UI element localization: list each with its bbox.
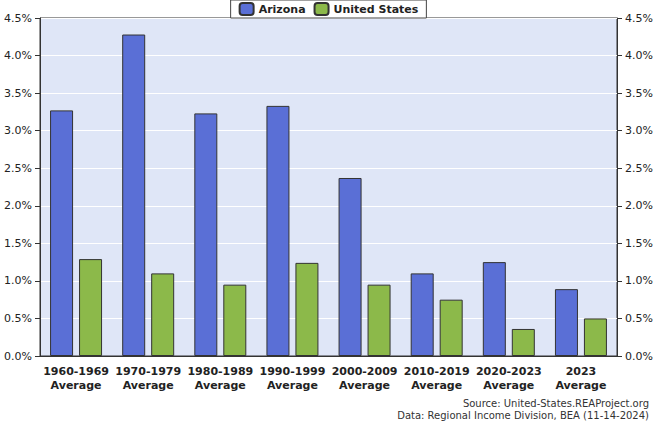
svg-text:2010-2019: 2010-2019 xyxy=(404,365,470,378)
svg-text:Data: Regional Income Division: Data: Regional Income Division, BEA (11-… xyxy=(397,410,649,421)
svg-text:4.5%: 4.5% xyxy=(625,12,653,25)
svg-text:1.5%: 1.5% xyxy=(625,237,653,250)
svg-text:1970-1979: 1970-1979 xyxy=(115,365,181,378)
svg-text:1960-1969: 1960-1969 xyxy=(43,365,109,378)
svg-text:3.5%: 3.5% xyxy=(625,87,653,100)
svg-text:Average: Average xyxy=(195,379,246,392)
svg-text:2000-2009: 2000-2009 xyxy=(332,365,398,378)
svg-text:4.5%: 4.5% xyxy=(4,12,32,25)
svg-text:2.0%: 2.0% xyxy=(625,199,653,212)
svg-text:2.5%: 2.5% xyxy=(4,162,32,175)
svg-text:3.0%: 3.0% xyxy=(625,124,653,137)
svg-text:Average: Average xyxy=(483,379,534,392)
svg-text:Average: Average xyxy=(123,379,174,392)
svg-text:0.5%: 0.5% xyxy=(4,312,32,325)
svg-text:Average: Average xyxy=(339,379,390,392)
svg-text:2.5%: 2.5% xyxy=(625,162,653,175)
svg-text:1990-1999: 1990-1999 xyxy=(260,365,326,378)
svg-text:2.0%: 2.0% xyxy=(4,199,32,212)
svg-text:1.5%: 1.5% xyxy=(4,237,32,250)
svg-text:Average: Average xyxy=(51,379,102,392)
svg-text:0.0%: 0.0% xyxy=(4,350,32,363)
svg-text:4.0%: 4.0% xyxy=(4,49,32,62)
svg-text:1980-1989: 1980-1989 xyxy=(187,365,253,378)
svg-text:Source: United-States.REAProje: Source: United-States.REAProject.org xyxy=(463,398,649,409)
svg-text:Average: Average xyxy=(411,379,462,392)
svg-text:United States: United States xyxy=(334,3,419,16)
svg-text:3.5%: 3.5% xyxy=(4,87,32,100)
svg-text:0.0%: 0.0% xyxy=(625,350,653,363)
svg-text:1.0%: 1.0% xyxy=(625,274,653,287)
svg-text:3.0%: 3.0% xyxy=(4,124,32,137)
svg-text:1.0%: 1.0% xyxy=(4,274,32,287)
svg-text:4.0%: 4.0% xyxy=(625,49,653,62)
svg-text:0.5%: 0.5% xyxy=(625,312,653,325)
svg-text:2020-2023: 2020-2023 xyxy=(476,365,542,378)
svg-text:Arizona: Arizona xyxy=(259,3,306,16)
svg-text:Average: Average xyxy=(555,379,606,392)
svg-text:Average: Average xyxy=(267,379,318,392)
svg-text:2023: 2023 xyxy=(566,365,597,378)
